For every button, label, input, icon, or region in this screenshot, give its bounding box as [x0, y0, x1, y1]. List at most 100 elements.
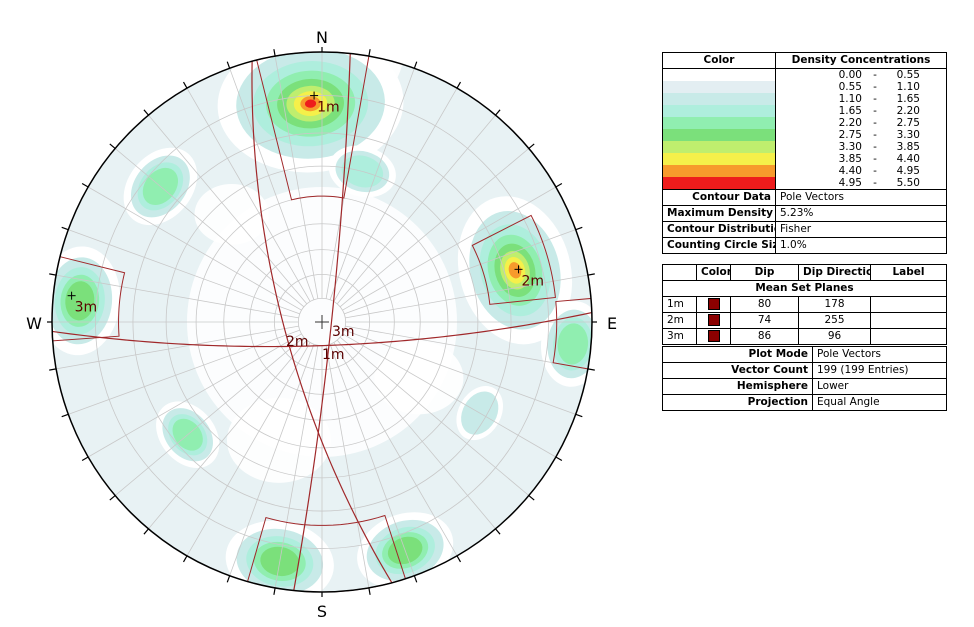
planes-color-header: Color: [696, 264, 731, 281]
rim-tick: [555, 182, 563, 188]
east-label: E: [607, 314, 617, 333]
rim-tick: [226, 575, 231, 583]
equal-angle-grid: [52, 52, 592, 592]
rim-tick: [81, 182, 89, 188]
rim-tick: [49, 273, 57, 276]
legend-range: 1.65- 2.20: [777, 105, 946, 117]
grid-radial: [345, 325, 588, 370]
rim-tick: [413, 61, 418, 69]
range-from: 3.85: [838, 153, 862, 165]
set-label: [870, 296, 947, 313]
legend-range: 0.55- 1.10: [777, 81, 946, 93]
hemisphere-label: Hemisphere: [662, 378, 813, 395]
rim-tick: [368, 49, 371, 57]
south-label: S: [317, 602, 327, 621]
range-to: 0.55: [896, 69, 920, 82]
rim-tick: [456, 81, 462, 89]
contour-distribution-value: Fisher: [775, 221, 947, 238]
range-sep: -: [873, 165, 877, 177]
legend-range: 3.85- 4.40: [777, 153, 946, 165]
plane-label: 3m: [332, 324, 355, 340]
set-dipdir: 96: [798, 328, 871, 345]
legend-ranges: 0.00-0.55 0.55-1.10 1.10-1.65 1.65-2.20 2.20…: [775, 68, 947, 190]
vector-count-value: 199 (199 Entries): [812, 362, 947, 379]
density-contours: [52, 52, 592, 592]
range-from: 3.30: [838, 141, 862, 153]
north-label: N: [316, 28, 328, 47]
grid-radial: [68, 329, 300, 415]
range-from: 4.95: [838, 177, 862, 189]
density-contour: [304, 99, 317, 108]
range-sep: -: [873, 129, 877, 141]
legend-swatch: [663, 69, 775, 81]
set-label: [870, 312, 947, 329]
set-dipdir: 178: [798, 296, 871, 313]
legend-swatch: [663, 105, 775, 117]
grid-radial: [68, 229, 300, 315]
grid-radial: [336, 339, 496, 530]
range-to: 1.65: [896, 93, 920, 105]
table-row: 1m 80 178: [662, 296, 947, 313]
grid-radial: [87, 186, 302, 311]
range-to: 4.95: [896, 165, 920, 177]
vector-count-label: Vector Count: [662, 362, 813, 379]
legend-swatch: [663, 117, 775, 129]
rim-tick: [49, 368, 57, 371]
mean-set-plane: [52, 311, 592, 348]
rim-tick: [61, 226, 69, 231]
density-peak: [52, 246, 121, 356]
set-dip: 80: [730, 296, 799, 313]
rim-tick: [368, 587, 371, 595]
grid-radial: [229, 68, 315, 300]
grid-radial: [345, 274, 588, 319]
grid-radial: [186, 342, 311, 557]
west-label: W: [26, 314, 42, 333]
grid-radial: [148, 114, 308, 305]
range-to: 3.85: [896, 141, 920, 153]
density-peak: [217, 52, 404, 173]
grid-radial: [148, 339, 308, 530]
grid-radial: [56, 274, 299, 319]
rim-tick: [587, 273, 595, 276]
set-label: [870, 328, 947, 345]
range-sep: -: [873, 117, 877, 129]
plot-mode-value: Pole Vectors: [812, 346, 947, 363]
legend-swatch: [663, 129, 775, 141]
rim-tick: [143, 109, 149, 116]
range-sep: -: [873, 81, 877, 93]
range-to: 3.30: [896, 129, 920, 141]
rim-tick: [528, 143, 535, 149]
rim-tick: [575, 413, 583, 418]
set-id: 1m: [662, 296, 697, 313]
legend-range: 3.30- 3.85: [777, 141, 946, 153]
planes-label-header: Label: [870, 264, 947, 281]
rim-tick: [495, 528, 501, 535]
grid-radial: [274, 56, 319, 299]
contour-data-label: Contour Data: [662, 189, 776, 206]
rim-tick: [61, 413, 69, 418]
table-row: 3m 86 96: [662, 328, 947, 345]
planes-dip-header: Dip: [730, 264, 799, 281]
stereonet-plot: 1m 2m 3m 2m 1m 3m N E S W: [26, 28, 617, 621]
range-from: 2.75: [838, 129, 862, 141]
center-cross: [315, 315, 329, 329]
grid-radial: [344, 229, 576, 315]
legend-swatches: [662, 68, 776, 190]
grid-radial: [339, 336, 530, 496]
mean-set-plane: [293, 53, 351, 591]
grid-radial: [329, 344, 415, 576]
legend-range: 2.20- 2.75: [777, 117, 946, 129]
range-to: 2.75: [896, 117, 920, 129]
legend-range: 1.10- 1.65: [777, 93, 946, 105]
set-labels: 1m 2m 3m 2m 1m 3m: [67, 91, 544, 363]
range-sep: -: [873, 153, 877, 165]
grid-radial: [274, 345, 319, 588]
legend-swatch: [663, 93, 775, 105]
pole-label: 3m: [75, 300, 98, 316]
range-sep: -: [873, 93, 877, 105]
pole-label: 1m: [317, 100, 340, 116]
grid-radial: [339, 148, 530, 308]
projection-value: Equal Angle: [812, 394, 947, 411]
counting-circle-label: Counting Circle Size: [662, 237, 776, 254]
mean-set-planes-title: Mean Set Planes: [662, 280, 947, 297]
